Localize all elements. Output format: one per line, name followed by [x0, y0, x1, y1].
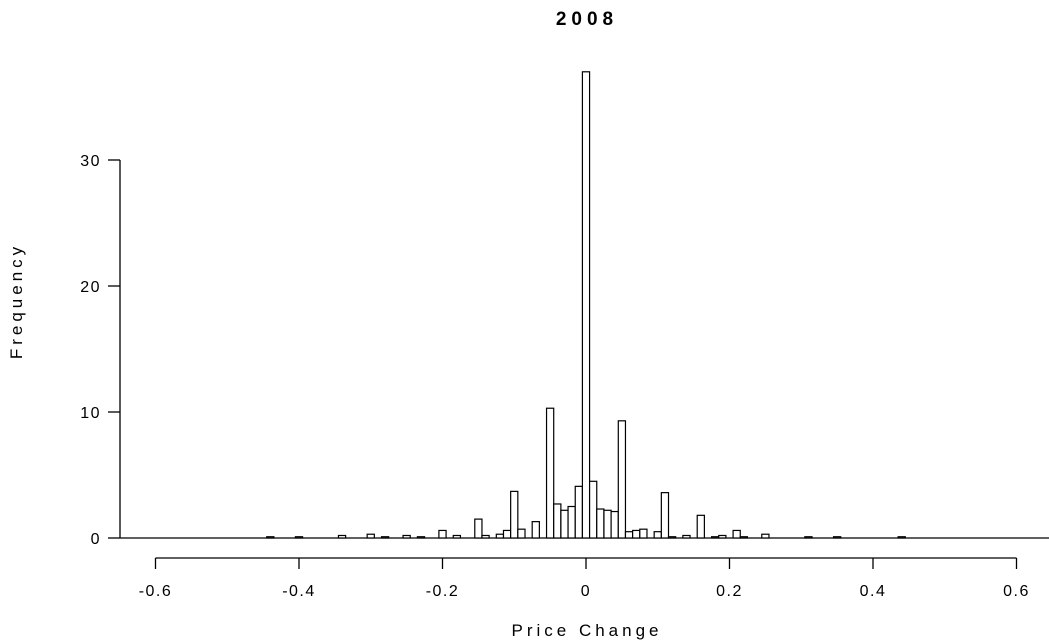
histogram-bar — [610, 510, 619, 539]
x-axis: -0.6 -0.4 -0.2 0 0.2 0.4 0.6 — [139, 557, 1030, 600]
histogram-bar — [682, 534, 691, 539]
histogram-bar — [560, 509, 569, 539]
histogram-bar — [531, 521, 540, 539]
x-tick-label: 0.6 — [1003, 583, 1030, 600]
y-tick-label: 20 — [80, 279, 101, 296]
x-tick-label: 0.2 — [716, 583, 743, 600]
histogram-bar — [474, 518, 483, 539]
histogram-bar — [710, 536, 720, 539]
histogram-bar — [553, 503, 562, 539]
y-tick-label: 10 — [80, 405, 101, 422]
chart-title: 2008 — [556, 9, 618, 30]
histogram-bar — [545, 407, 555, 539]
histogram-bar — [581, 71, 591, 539]
x-tick-label: -0.4 — [282, 583, 316, 600]
histogram-bar — [402, 534, 411, 539]
histogram-bar — [603, 509, 612, 539]
histogram-bar — [452, 534, 462, 539]
histogram-bar — [294, 536, 304, 539]
histogram-bar — [574, 485, 584, 539]
histogram-bar — [481, 534, 490, 539]
y-tick-label: 0 — [91, 531, 101, 548]
x-tick-label: -0.6 — [139, 583, 173, 600]
histogram-bar — [718, 534, 727, 539]
y-axis-title: Frequency — [7, 243, 26, 359]
histogram-bar — [380, 536, 390, 539]
histogram-bar — [639, 528, 648, 539]
histogram-bar — [438, 529, 447, 539]
histogram-bar — [732, 529, 741, 539]
histogram-bar — [667, 536, 677, 539]
histogram-bar — [617, 420, 627, 539]
histogram-bar — [416, 536, 426, 539]
x-axis-title: Price Change — [511, 621, 662, 640]
histogram-bar — [495, 533, 505, 539]
histogram-bar — [596, 508, 605, 539]
y-tick-label: 30 — [80, 153, 101, 170]
histogram-bar — [366, 533, 375, 539]
x-tick-label: -0.2 — [426, 583, 460, 600]
y-axis: 0 10 20 30 — [80, 153, 121, 548]
histogram-bars — [120, 71, 1049, 539]
histogram-bar — [897, 536, 906, 539]
histogram-bar — [653, 531, 662, 539]
histogram-bar — [510, 490, 519, 539]
histogram-bar — [588, 480, 598, 539]
histogram-bar — [632, 529, 641, 539]
histogram-bar — [832, 536, 842, 539]
histogram-bar — [624, 531, 634, 539]
histogram-bar — [761, 533, 770, 539]
x-tick-label: 0.4 — [860, 583, 887, 600]
histogram-bar — [266, 536, 275, 539]
histogram-bar — [502, 529, 512, 539]
histogram-bar — [804, 536, 813, 539]
histogram-bar — [567, 505, 576, 539]
histogram-bar — [517, 528, 526, 539]
x-tick-label: 0 — [581, 583, 591, 600]
histogram-bar — [696, 514, 705, 539]
histogram-bar — [660, 492, 670, 539]
histogram-bar — [739, 536, 749, 539]
histogram-bar — [337, 534, 347, 539]
